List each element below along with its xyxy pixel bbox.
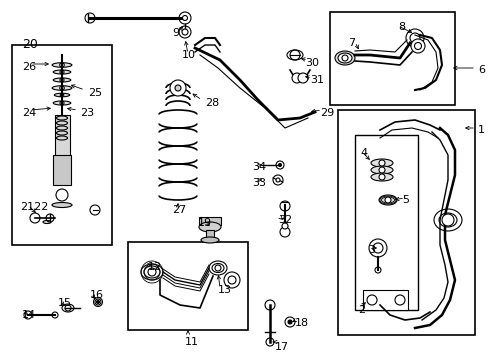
Ellipse shape — [52, 86, 72, 90]
Circle shape — [56, 189, 68, 201]
Ellipse shape — [53, 78, 71, 82]
Text: 2122: 2122 — [20, 202, 48, 212]
Bar — [12, 45, 112, 245]
Text: 29: 29 — [319, 108, 334, 118]
Circle shape — [378, 160, 384, 166]
Ellipse shape — [201, 237, 219, 243]
Ellipse shape — [141, 264, 163, 280]
Text: 16: 16 — [90, 290, 104, 300]
Text: 11: 11 — [184, 337, 199, 347]
Circle shape — [60, 93, 63, 97]
Text: 28: 28 — [204, 98, 219, 108]
Text: 31: 31 — [309, 75, 324, 85]
Text: 12: 12 — [148, 262, 162, 272]
Text: 7: 7 — [347, 38, 354, 48]
Ellipse shape — [378, 195, 396, 205]
Text: 1: 1 — [477, 125, 484, 135]
Text: 8: 8 — [397, 22, 404, 32]
Circle shape — [410, 39, 424, 53]
Bar — [354, 135, 417, 310]
Text: 30: 30 — [305, 58, 318, 68]
Circle shape — [182, 15, 187, 21]
Circle shape — [60, 86, 64, 90]
Bar — [53, 155, 71, 185]
Circle shape — [287, 320, 291, 324]
Text: 3: 3 — [367, 245, 374, 255]
Circle shape — [60, 70, 64, 74]
Circle shape — [60, 101, 64, 105]
Text: 20: 20 — [22, 38, 38, 51]
Text: 15: 15 — [58, 298, 72, 308]
Text: 32: 32 — [278, 215, 291, 225]
Circle shape — [384, 197, 390, 203]
Bar — [337, 110, 474, 335]
Circle shape — [170, 80, 185, 96]
Circle shape — [175, 85, 181, 91]
Text: 23: 23 — [80, 108, 94, 118]
Ellipse shape — [53, 70, 71, 74]
Ellipse shape — [370, 159, 392, 167]
Text: 2: 2 — [357, 305, 365, 315]
Ellipse shape — [52, 63, 72, 67]
Ellipse shape — [337, 53, 351, 63]
Ellipse shape — [54, 93, 70, 97]
Ellipse shape — [433, 209, 461, 231]
Bar — [128, 242, 247, 330]
Circle shape — [278, 163, 281, 166]
Text: 5: 5 — [401, 195, 408, 205]
Circle shape — [378, 174, 384, 180]
Circle shape — [378, 167, 384, 173]
Circle shape — [182, 29, 187, 35]
Circle shape — [96, 301, 99, 303]
Ellipse shape — [52, 202, 72, 207]
Ellipse shape — [199, 222, 221, 232]
Text: 4: 4 — [359, 148, 366, 158]
Circle shape — [405, 29, 423, 47]
Ellipse shape — [53, 101, 71, 105]
Circle shape — [441, 214, 453, 226]
Text: 6: 6 — [477, 65, 484, 75]
Text: 19: 19 — [198, 218, 212, 228]
Circle shape — [291, 73, 302, 83]
Ellipse shape — [62, 304, 74, 312]
Circle shape — [341, 55, 347, 61]
Text: 14: 14 — [22, 310, 36, 320]
Ellipse shape — [286, 50, 303, 60]
Bar — [199, 217, 221, 225]
Ellipse shape — [370, 166, 392, 174]
Text: 26: 26 — [22, 62, 36, 72]
Circle shape — [275, 178, 280, 182]
Text: 24: 24 — [22, 108, 36, 118]
Bar — [54, 115, 69, 165]
Text: 34: 34 — [251, 162, 265, 172]
Text: 17: 17 — [274, 342, 288, 352]
Text: 18: 18 — [294, 318, 308, 328]
Circle shape — [60, 78, 64, 82]
Text: 33: 33 — [251, 178, 265, 188]
Ellipse shape — [43, 220, 51, 224]
Text: 10: 10 — [182, 50, 196, 60]
Ellipse shape — [93, 297, 102, 306]
Bar — [362, 290, 407, 310]
Circle shape — [297, 73, 307, 83]
Bar — [205, 230, 214, 240]
Ellipse shape — [334, 51, 354, 65]
Circle shape — [224, 272, 240, 288]
Ellipse shape — [370, 173, 392, 181]
Circle shape — [282, 223, 287, 229]
Circle shape — [368, 239, 386, 257]
Circle shape — [60, 63, 64, 67]
Ellipse shape — [208, 261, 226, 275]
Text: 27: 27 — [172, 205, 186, 215]
Text: 13: 13 — [218, 285, 231, 295]
Text: 25: 25 — [88, 88, 102, 98]
Bar — [329, 12, 454, 105]
Text: 9: 9 — [172, 28, 179, 38]
